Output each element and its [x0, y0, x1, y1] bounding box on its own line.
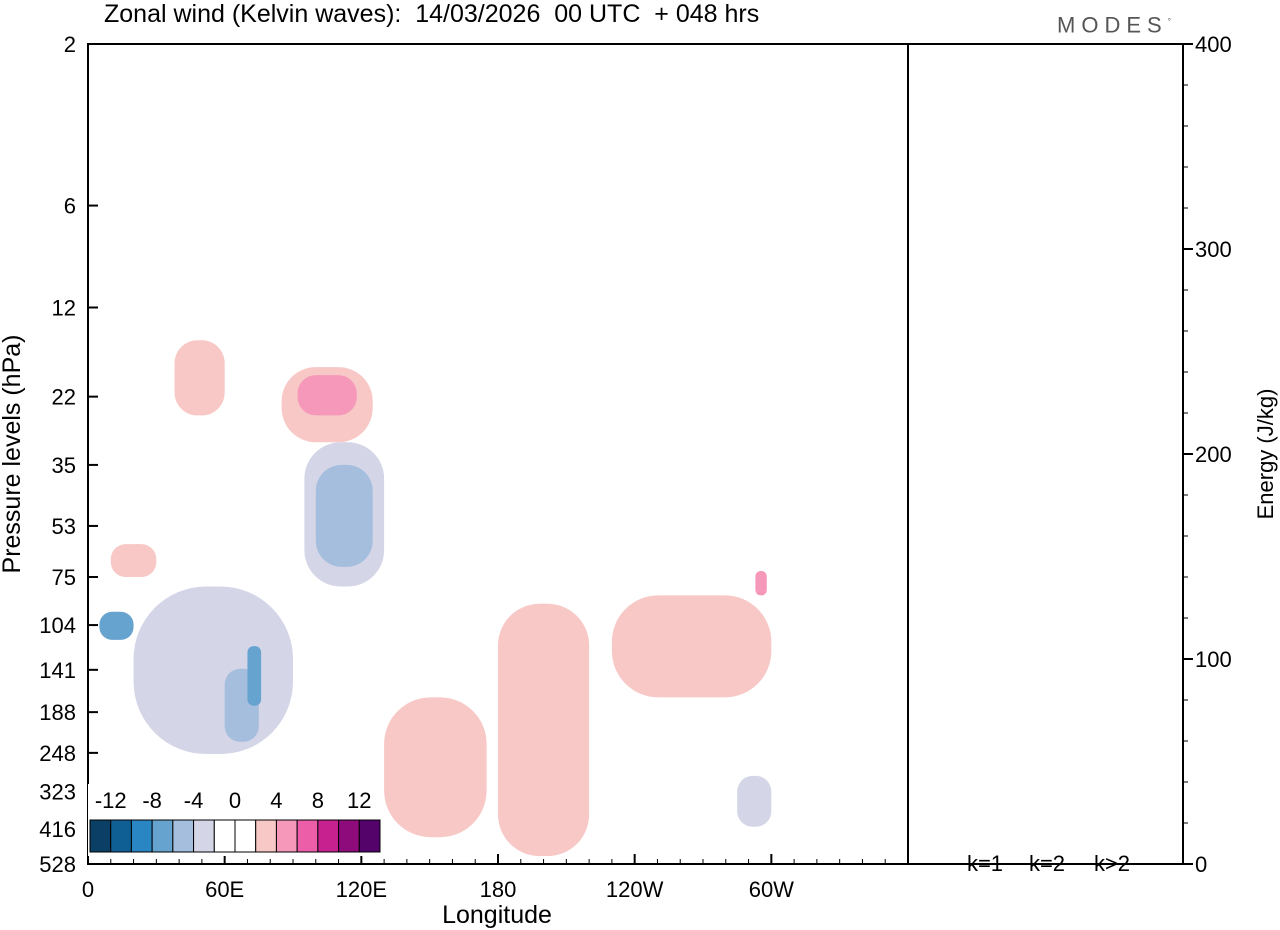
modes-logo: MODES°: [1057, 9, 1171, 38]
energy-tick-label: 300: [1195, 237, 1232, 262]
energy-tick-label: 100: [1195, 647, 1232, 672]
y-tick-label: 6: [64, 194, 76, 219]
positive-wind-region: [755, 570, 767, 596]
colorbar-label: 12: [347, 788, 371, 813]
bar-category-label: k=2: [1029, 851, 1065, 876]
bar-category-label: k>2: [1094, 851, 1130, 876]
logo-mark: °: [1167, 17, 1171, 26]
y-tick-label: 416: [39, 817, 76, 842]
colorbar-swatch: [234, 819, 257, 853]
energy-bar: [1025, 863, 1069, 864]
y-tick-label: 53: [52, 514, 76, 539]
energy-bars: [963, 863, 1134, 864]
x-tick-label: 120W: [606, 877, 664, 902]
colorbar-label: -8: [142, 788, 162, 813]
colorbar-swatch: [338, 819, 360, 853]
y-tick-label: 104: [39, 613, 76, 638]
colorbar-swatch: [358, 819, 381, 853]
colorbar-label: -12: [95, 788, 127, 813]
y-tick-label: 2: [64, 32, 76, 57]
y-tick-label: 75: [52, 565, 76, 590]
chart-title: Zonal wind (Kelvin waves): 14/03/2026 00…: [104, 0, 760, 28]
y-tick-label: 248: [39, 741, 76, 766]
positive-wind-region: [297, 375, 357, 416]
colorbar-label: -4: [184, 788, 204, 813]
negative-wind-region: [315, 464, 373, 567]
energy-bar: [963, 863, 1007, 864]
positive-wind-region: [174, 340, 225, 416]
colorbar-label: 4: [270, 788, 282, 813]
positive-wind-region: [384, 697, 487, 838]
colorbar-swatch: [275, 819, 298, 853]
y-tick-label: 528: [39, 852, 76, 877]
colorbar-swatch: [172, 819, 195, 853]
pressure-axis: 2 6 12 22 35 53 75 104 141 188 248 323 416 528: [39, 32, 98, 877]
colorbar-swatch: [255, 819, 277, 853]
wind-heatmap: [99, 340, 772, 856]
x-tick-label: 60W: [749, 877, 794, 902]
energy-tick-label: 0: [1195, 852, 1207, 877]
x-tick-label: 60E: [205, 877, 244, 902]
colorbar-label: 0: [229, 788, 241, 813]
negative-wind-region: [99, 611, 134, 640]
negative-wind-region: [737, 775, 772, 827]
negative-wind-region: [247, 646, 262, 706]
logo-text: MODES: [1057, 12, 1168, 38]
colorbar-swatch: [89, 819, 112, 853]
colorbar-swatch: [130, 819, 153, 853]
colorbar-swatch: [193, 819, 215, 853]
y-axis-label: Pressure levels (hPa): [0, 335, 26, 574]
x-axis-label: Longitude: [442, 901, 552, 929]
colorbar: -12 -8 -4 0 4 8 12: [88, 784, 382, 856]
colorbar-swatch: [110, 819, 132, 853]
negative-wind-region: [133, 586, 293, 755]
colorbar-swatch: [213, 819, 236, 853]
y-tick-label: 188: [39, 700, 76, 725]
positive-wind-region: [611, 595, 772, 698]
colorbar-swatch: [317, 819, 340, 853]
positive-wind-region: [110, 544, 157, 577]
colorbar-swatch: [151, 819, 174, 853]
energy-axis-label: Energy (J/kg): [1253, 389, 1278, 520]
x-tick-label: 120E: [336, 877, 387, 902]
longitude-axis: 0 60E 120E 180 120W 60W: [82, 854, 886, 902]
energy-panel-frame: [907, 43, 1184, 865]
x-tick-label: 0: [82, 877, 94, 902]
energy-axis: 0 100 200 300 400: [1183, 32, 1232, 877]
y-tick-label: 12: [52, 295, 76, 320]
bar-category-label: k=1: [967, 851, 1003, 876]
colorbar-swatch: [296, 819, 319, 853]
energy-tick-label: 400: [1195, 32, 1232, 57]
positive-wind-region: [498, 603, 590, 856]
x-tick-label: 180: [480, 877, 517, 902]
y-tick-label: 22: [52, 385, 76, 410]
energy-tick-label: 200: [1195, 442, 1232, 467]
energy-bar: [1090, 863, 1134, 864]
colorbar-label: 8: [312, 788, 324, 813]
y-tick-label: 323: [39, 780, 76, 805]
y-tick-label: 35: [52, 453, 76, 478]
y-tick-label: 141: [39, 658, 76, 683]
